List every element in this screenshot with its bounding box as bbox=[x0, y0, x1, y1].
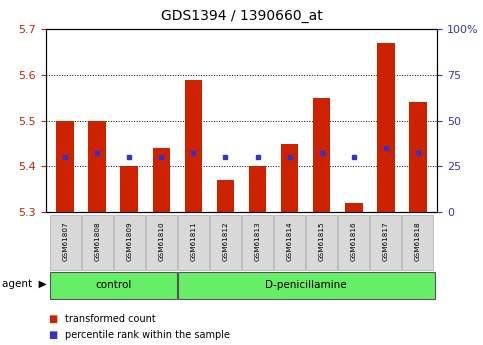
Text: GSM61811: GSM61811 bbox=[190, 221, 197, 261]
FancyBboxPatch shape bbox=[306, 215, 337, 270]
Text: GSM61807: GSM61807 bbox=[62, 221, 68, 261]
FancyBboxPatch shape bbox=[242, 215, 273, 270]
FancyBboxPatch shape bbox=[114, 215, 144, 270]
Text: agent  ▶: agent ▶ bbox=[2, 279, 47, 289]
FancyBboxPatch shape bbox=[50, 215, 81, 270]
Bar bbox=[281, 144, 298, 212]
Text: GSM61808: GSM61808 bbox=[94, 221, 100, 261]
Text: control: control bbox=[95, 280, 131, 290]
Text: transformed count: transformed count bbox=[65, 314, 156, 324]
Text: GSM61809: GSM61809 bbox=[126, 221, 132, 261]
Bar bbox=[120, 166, 138, 212]
Bar bbox=[153, 148, 170, 212]
FancyBboxPatch shape bbox=[178, 215, 209, 270]
Text: GSM61810: GSM61810 bbox=[158, 221, 164, 261]
Bar bbox=[409, 102, 426, 212]
Bar bbox=[57, 121, 74, 212]
FancyBboxPatch shape bbox=[370, 215, 401, 270]
Text: GSM61814: GSM61814 bbox=[286, 221, 293, 261]
Text: ■: ■ bbox=[48, 330, 57, 339]
Bar bbox=[313, 98, 330, 212]
FancyBboxPatch shape bbox=[146, 215, 177, 270]
FancyBboxPatch shape bbox=[46, 271, 431, 300]
Text: GSM61815: GSM61815 bbox=[319, 221, 325, 261]
Text: GDS1394 / 1390660_at: GDS1394 / 1390660_at bbox=[161, 9, 322, 23]
Bar bbox=[249, 166, 266, 212]
Bar bbox=[377, 43, 395, 212]
FancyBboxPatch shape bbox=[274, 215, 305, 270]
Bar bbox=[185, 80, 202, 212]
Text: GSM61817: GSM61817 bbox=[383, 221, 389, 261]
Bar bbox=[88, 121, 106, 212]
FancyBboxPatch shape bbox=[82, 215, 113, 270]
FancyBboxPatch shape bbox=[50, 272, 177, 299]
FancyBboxPatch shape bbox=[339, 215, 369, 270]
Text: GSM61816: GSM61816 bbox=[351, 221, 357, 261]
Text: ■: ■ bbox=[48, 314, 57, 324]
Bar bbox=[345, 203, 363, 212]
FancyBboxPatch shape bbox=[178, 272, 435, 299]
FancyBboxPatch shape bbox=[402, 215, 433, 270]
Text: GSM61812: GSM61812 bbox=[223, 221, 228, 261]
Text: D-penicillamine: D-penicillamine bbox=[266, 280, 347, 290]
Bar bbox=[217, 180, 234, 212]
Text: GSM61813: GSM61813 bbox=[255, 221, 260, 261]
Text: GSM61818: GSM61818 bbox=[415, 221, 421, 261]
FancyBboxPatch shape bbox=[210, 215, 241, 270]
Text: percentile rank within the sample: percentile rank within the sample bbox=[65, 330, 230, 339]
